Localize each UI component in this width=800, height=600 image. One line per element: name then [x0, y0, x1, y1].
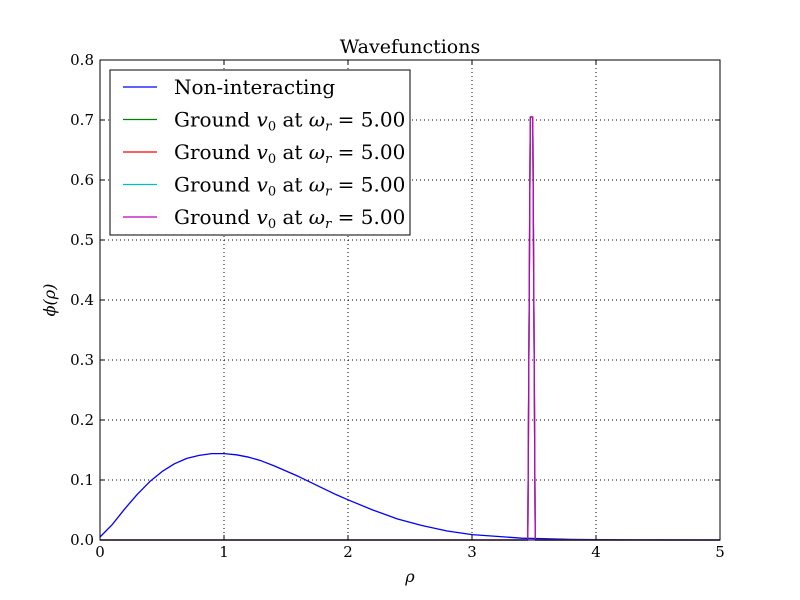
y-tick-label: 0.1 — [70, 471, 94, 489]
x-tick-label: 1 — [219, 543, 229, 561]
y-tick-label: 0.4 — [70, 291, 94, 309]
y-axis-label: ϕ(ρ) — [40, 284, 59, 317]
x-tick-label: 4 — [591, 543, 601, 561]
y-tick-label: 0.5 — [70, 231, 94, 249]
y-tick-label: 0.6 — [70, 171, 94, 189]
legend-label: Non-interacting — [174, 75, 335, 99]
legend-label: Ground v0 at ωr = 5.00 — [174, 108, 405, 135]
legend-label: Ground v0 at ωr = 5.00 — [174, 140, 405, 167]
legend-label: Ground v0 at ωr = 5.00 — [174, 173, 405, 200]
x-axis-label: ρ — [404, 567, 415, 586]
chart-title: Wavefunctions — [340, 36, 480, 58]
x-tick-label: 0 — [95, 543, 105, 561]
ticks: 0 1 2 3 4 5 0.0 0.1 0.2 0.3 0.4 0.5 0.6 0.7 0.8 — [70, 51, 725, 561]
y-tick-label: 0.7 — [70, 111, 94, 129]
x-tick-label: 3 — [467, 543, 477, 561]
y-tick-label: 0.8 — [70, 51, 94, 69]
legend: Non-interacting Ground v0 at ωr = 5.00 Gro… — [109, 69, 411, 236]
y-tick-label: 0.0 — [70, 531, 94, 549]
x-tick-label: 2 — [343, 543, 353, 561]
legend-box — [109, 69, 411, 236]
y-tick-label: 0.3 — [70, 351, 94, 369]
series-line-0 — [99, 452, 721, 541]
y-tick-label: 0.2 — [70, 411, 94, 429]
x-tick-label: 5 — [715, 543, 725, 561]
legend-label: Ground v0 at ωr = 5.00 — [174, 205, 405, 232]
